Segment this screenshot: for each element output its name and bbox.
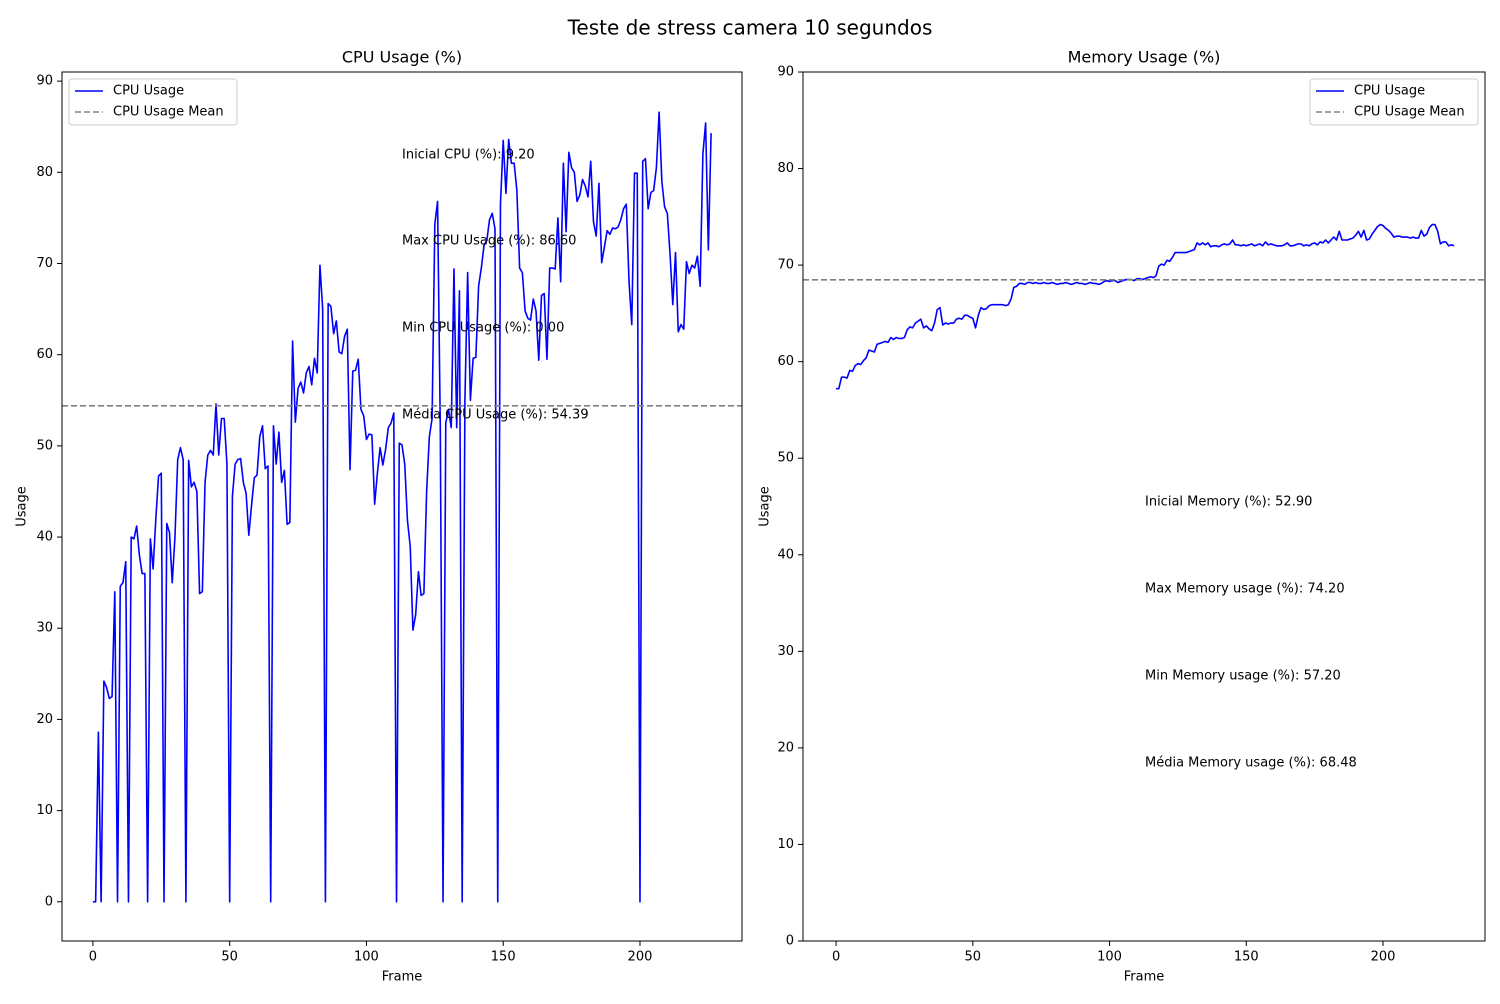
x-axis-label: Frame — [382, 970, 423, 985]
y-tick-label: 30 — [36, 621, 53, 636]
x-tick-label: 0 — [832, 950, 840, 965]
plot-frame — [802, 71, 1486, 942]
annotation: Max Memory usage (%): 74.20 — [1145, 582, 1345, 597]
y-tick-label: 50 — [36, 438, 53, 453]
legend: CPU Usage CPU Usage Mean — [68, 78, 238, 126]
y-tick-label: 80 — [36, 165, 53, 180]
y-tick-label: 40 — [36, 530, 53, 545]
legend-label: CPU Usage Mean — [1354, 105, 1465, 120]
y-axis-label: Usage — [758, 486, 773, 527]
y-tick-label: 60 — [36, 347, 53, 362]
y-tick-label: 0 — [45, 894, 53, 909]
x-tick-label: 100 — [354, 950, 379, 965]
annotation: Média Memory usage (%): 68.48 — [1145, 756, 1357, 771]
annotation: Média CPU Usage (%): 54.39 — [402, 408, 589, 423]
annotation: Min CPU Usage (%): 0.00 — [402, 321, 564, 336]
y-axis-label: Usage — [15, 486, 30, 527]
x-tick-label: 0 — [89, 950, 97, 965]
subplot-title: Memory Usage (%) — [1068, 48, 1221, 67]
x-tick-label: 50 — [221, 950, 238, 965]
x-tick-label: 200 — [1371, 950, 1396, 965]
data-line — [836, 223, 1455, 390]
data-line — [92, 111, 712, 903]
y-tick-label: 20 — [777, 740, 794, 755]
annotation: Inicial Memory (%): 52.90 — [1145, 495, 1312, 510]
y-tick-label: 70 — [777, 258, 794, 273]
legend-label: CPU Usage Mean — [113, 105, 224, 120]
y-tick-label: 0 — [786, 934, 794, 949]
plot-frame — [61, 71, 743, 942]
subplot-title: CPU Usage (%) — [342, 48, 462, 67]
figure-title: Teste de stress camera 10 segundos — [567, 16, 933, 40]
legend-label: CPU Usage — [1354, 84, 1425, 99]
x-tick-label: 150 — [491, 950, 516, 965]
y-tick-label: 70 — [36, 256, 53, 271]
y-tick-label: 90 — [777, 65, 794, 80]
legend-box — [1309, 78, 1479, 126]
x-tick-label: 200 — [628, 950, 653, 965]
y-tick-label: 10 — [36, 803, 53, 818]
legend-label: CPU Usage — [113, 84, 184, 99]
y-tick-label: 10 — [777, 837, 794, 852]
y-tick-label: 80 — [777, 161, 794, 176]
annotation: Min Memory usage (%): 57.20 — [1145, 669, 1341, 684]
y-tick-label: 50 — [777, 451, 794, 466]
y-tick-label: 40 — [777, 547, 794, 562]
annotation: Max CPU Usage (%): 86.60 — [402, 234, 576, 249]
x-axis-label: Frame — [1124, 970, 1165, 985]
y-tick-label: 30 — [777, 644, 794, 659]
legend: CPU Usage CPU Usage Mean — [1309, 78, 1479, 126]
y-tick-label: 20 — [36, 712, 53, 727]
annotation: Inicial CPU (%): 9.20 — [402, 148, 535, 163]
y-tick-label: 90 — [36, 74, 53, 89]
x-tick-label: 100 — [1097, 950, 1122, 965]
x-tick-label: 50 — [965, 950, 982, 965]
x-tick-label: 150 — [1234, 950, 1259, 965]
y-tick-label: 60 — [777, 354, 794, 369]
legend-box — [68, 78, 238, 126]
